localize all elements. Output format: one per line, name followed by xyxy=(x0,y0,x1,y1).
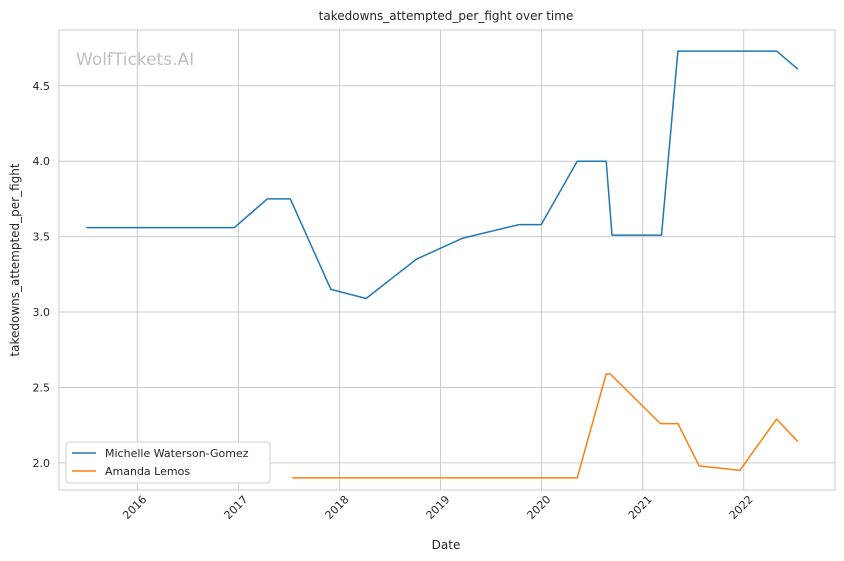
watermark: WolfTickets.AI xyxy=(76,50,194,70)
x-gridlines xyxy=(136,30,745,490)
x-tick-label: 2022 xyxy=(727,493,756,522)
y-tick-labels: 2.0 2.5 3.0 3.5 4.0 4.5 xyxy=(33,80,51,470)
y-axis-label: takedowns_attempted_per_fight xyxy=(8,163,22,356)
legend-label-amanda-lemos: Amanda Lemos xyxy=(105,465,190,478)
y-tick-label: 3.5 xyxy=(33,231,51,244)
y-tick-label: 3.0 xyxy=(33,306,51,319)
legend-box xyxy=(65,441,271,484)
y-gridlines xyxy=(59,85,835,464)
x-tick-label: 2020 xyxy=(525,493,554,522)
y-tick-label: 4.5 xyxy=(33,80,51,93)
y-tick-label: 4.0 xyxy=(33,155,51,168)
x-axis-label: Date xyxy=(432,538,461,552)
x-tick-label: 2016 xyxy=(120,493,149,522)
series-line-amanda-lemos xyxy=(292,373,799,479)
y-tick-label: 2.5 xyxy=(33,381,51,394)
legend-label-michelle-waterson-gomez: Michelle Waterson-Gomez xyxy=(105,447,249,460)
y-tick-label: 2.0 xyxy=(33,457,51,470)
series-layer xyxy=(86,50,799,479)
chart-title: takedowns_attempted_per_fight over time xyxy=(319,9,574,23)
x-tick-label: 2021 xyxy=(626,493,655,522)
x-tick-label: 2019 xyxy=(424,493,453,522)
x-tick-label: 2017 xyxy=(222,493,251,522)
x-tick-label: 2018 xyxy=(323,493,352,522)
x-tick-labels: 2016 2017 2018 2019 2020 2021 2022 xyxy=(120,493,755,522)
plot-frame xyxy=(58,29,836,491)
series-line-michelle-waterson-gomez xyxy=(86,50,799,300)
legend: Michelle Waterson-Gomez Amanda Lemos xyxy=(65,441,271,484)
